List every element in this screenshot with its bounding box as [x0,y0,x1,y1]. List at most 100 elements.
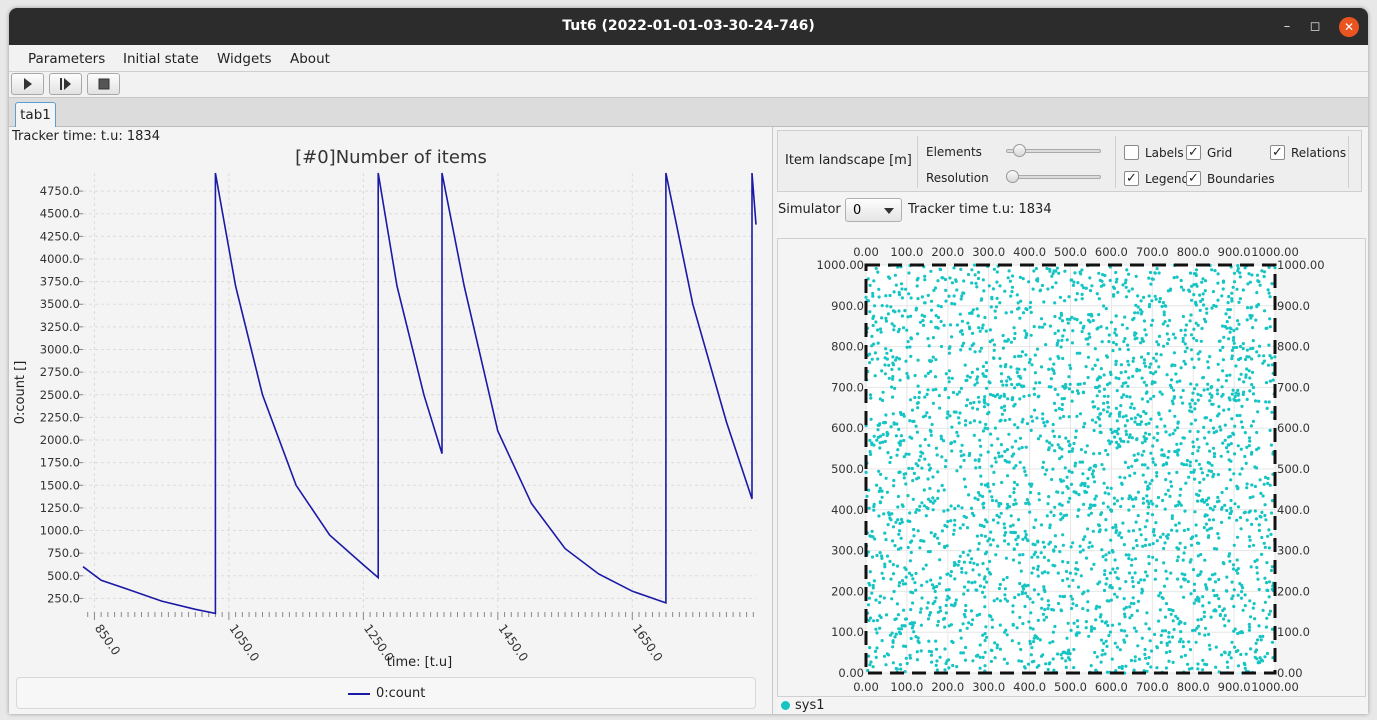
scatter-point [971,406,975,410]
scatter-point [996,521,1000,525]
maximize-icon[interactable]: ◻ [1309,19,1321,34]
menu-initial-state[interactable]: Initial state [123,51,199,67]
scatter-point [1245,367,1249,371]
scatter-point [1070,390,1075,394]
scatter-point [1145,390,1149,394]
scatter-point [904,359,908,363]
scatter-point [1003,339,1007,343]
scatter-point [1145,494,1149,498]
elements-slider-track[interactable] [1006,149,1101,153]
scatter-point [1038,638,1042,642]
scatter-point [1144,383,1149,387]
elements-slider-thumb[interactable] [1012,144,1026,157]
scatter-point [1183,573,1187,577]
scatter-point [898,378,902,382]
legend-checkbox[interactable]: ✓ [1124,171,1139,186]
close-icon[interactable]: ✕ [1339,17,1359,37]
scatter-point [1124,664,1128,668]
scatter-point [910,539,914,543]
scatter-plot[interactable]: 0.000.00100.0100.0200.0200.0300.0300.040… [778,239,1365,696]
scatter-point [1181,401,1185,405]
tab-tab1[interactable]: tab1 [15,102,56,127]
scatter-point [1208,355,1212,359]
scatter-point [983,605,987,609]
scatter-point [1270,410,1274,414]
minimize-icon[interactable]: – [1283,19,1291,34]
scatter-point [962,514,966,518]
scatter-point [1080,297,1084,301]
scatter-point [1207,496,1211,500]
scatter-point [1015,307,1020,311]
scatter-point [1235,287,1239,291]
scatter-point [983,650,987,654]
scatter-point [1227,554,1231,558]
scatter-point [1056,490,1060,494]
scatter-point [1198,293,1202,297]
stop-button[interactable] [87,73,120,95]
scatter-point [1245,348,1249,352]
scatter-point [974,281,978,285]
scatter-point [1109,412,1113,416]
scatter-point [935,453,939,457]
scatter-point [877,469,881,473]
scatter-point [1164,462,1169,466]
scatter-point [1167,471,1171,475]
scatter-point [1166,488,1170,492]
scatter-point [1035,416,1039,420]
scatter-point [1122,607,1126,611]
scatter-point [916,358,920,362]
scatter-point [1031,542,1035,546]
menu-parameters[interactable]: Parameters [28,51,106,67]
scatter-point [1152,356,1156,360]
step-button[interactable] [49,73,82,95]
scatter-point [1142,319,1146,323]
scatter-point [879,330,883,334]
scatter-point [1196,352,1200,356]
relations-checkbox[interactable]: ✓ [1270,145,1285,160]
scatter-point [875,618,879,623]
scatter-point [1051,272,1055,276]
scatter-point [1091,367,1095,371]
scatter-point [1045,468,1049,472]
boundaries-checkbox[interactable]: ✓ [1186,171,1201,186]
resolution-slider-thumb[interactable] [1006,170,1019,183]
scatter-point [1140,587,1144,591]
labels-checkbox[interactable] [1124,145,1139,160]
scatter-point [1229,506,1233,510]
scatter-point [1183,362,1188,366]
scatter-point [1203,626,1208,630]
scatter-point [1103,652,1107,656]
item-landscape[interactable]: 0.00 0.00 100.0 100.0 200.0 200.0 300.0 300.0 40… [777,238,1366,697]
scatter-point [1147,294,1151,298]
scatter-point [1081,607,1085,611]
scatter-point [1124,553,1128,557]
scatter-point [1110,657,1114,661]
simulator-select[interactable]: 0 [845,198,902,222]
resolution-slider-track[interactable] [1006,175,1101,179]
scatter-point [929,433,933,437]
scatter-point [1081,460,1085,464]
grid-checkbox[interactable]: ✓ [1186,145,1201,160]
menu-about[interactable]: About [290,51,330,67]
scatter-point [1177,521,1181,525]
scatter-point [1129,601,1133,605]
play-button[interactable] [11,73,44,95]
scatter-point [983,426,987,430]
scatter-point [1015,542,1019,546]
scatter-point [1091,400,1095,404]
scatter-point [1267,291,1271,295]
scatter-point [899,517,904,521]
scatter-point [1155,340,1159,344]
scatter-point [1067,415,1071,419]
scatter-point [1106,400,1110,405]
scatter-point [889,518,893,522]
scatter-point [1099,638,1104,642]
scatter-point [1218,348,1222,352]
scatter-point [953,302,957,306]
scatter-point [1053,505,1057,509]
scatter-point [1219,454,1223,458]
line-chart[interactable]: 250.0500.0750.01000.01250.01500.01750.02… [9,127,773,675]
menu-widgets[interactable]: Widgets [217,51,272,67]
scatter-point [905,328,909,332]
scatter-point [894,358,898,362]
